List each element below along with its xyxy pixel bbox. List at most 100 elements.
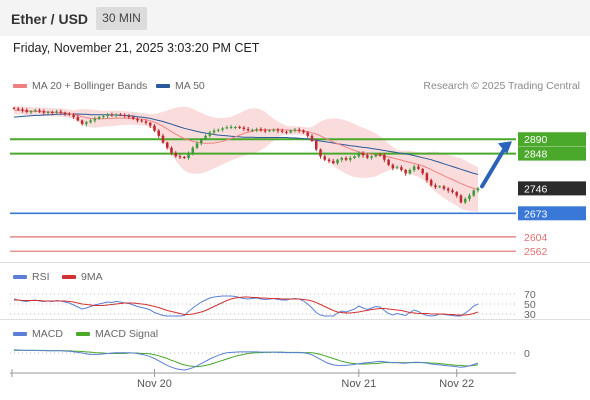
candle-body bbox=[459, 195, 463, 203]
candle-body bbox=[165, 142, 169, 148]
candle-body bbox=[374, 154, 378, 157]
candle-body bbox=[280, 130, 284, 132]
candle-body bbox=[178, 156, 182, 158]
candle-body bbox=[29, 111, 33, 113]
candle-body bbox=[16, 108, 20, 110]
candle-body bbox=[242, 127, 246, 130]
candle-body bbox=[263, 130, 267, 132]
candle-body bbox=[395, 167, 399, 169]
macd-zero-label: 0 bbox=[524, 348, 530, 360]
candle-body bbox=[140, 120, 143, 122]
candle-body bbox=[127, 116, 131, 118]
interval-badge[interactable]: 30 MIN bbox=[96, 7, 147, 30]
forecast-arrow-head bbox=[498, 141, 512, 155]
candle-body bbox=[340, 158, 344, 160]
candle-body bbox=[434, 185, 437, 188]
candle-body bbox=[217, 129, 220, 131]
price-label-2848: 2848 bbox=[524, 149, 548, 161]
time-tick-label: Nov 22 bbox=[439, 378, 474, 390]
rsi-legend-label: RSI bbox=[32, 271, 50, 283]
candle-body bbox=[476, 188, 480, 191]
rsi-level-label: 70 bbox=[524, 289, 536, 301]
bollinger-band bbox=[14, 106, 478, 212]
price-label-2890: 2890 bbox=[524, 134, 548, 146]
candle-body bbox=[425, 173, 429, 181]
candle-body bbox=[102, 116, 105, 118]
candle-body bbox=[272, 129, 275, 131]
candle-body bbox=[195, 143, 199, 148]
candle-body bbox=[80, 120, 84, 124]
candle-body bbox=[366, 155, 369, 158]
panel-separator-macd bbox=[0, 319, 590, 320]
candle-body bbox=[289, 130, 292, 133]
candle-body bbox=[391, 164, 395, 169]
candle-body bbox=[208, 132, 212, 136]
ma50-legend: MA 50 bbox=[156, 80, 205, 92]
candle-body bbox=[310, 135, 314, 141]
candle-body bbox=[131, 116, 135, 119]
candle-body bbox=[268, 130, 271, 132]
candle-body bbox=[353, 156, 356, 159]
candle-body bbox=[421, 168, 424, 174]
candle-body bbox=[21, 109, 24, 111]
candle-body bbox=[383, 154, 386, 160]
rsi-swatch bbox=[13, 275, 27, 280]
candle-body bbox=[463, 198, 467, 203]
candle-body bbox=[336, 159, 339, 164]
panel-separator-rsi bbox=[0, 262, 590, 263]
rsi-legend: RSI bbox=[13, 271, 50, 283]
candle-body bbox=[344, 158, 348, 160]
ma20-line bbox=[14, 109, 479, 190]
candle-body bbox=[97, 117, 101, 119]
candle-body bbox=[63, 112, 67, 114]
price-tag-2673 bbox=[518, 206, 586, 221]
candle-body bbox=[34, 110, 37, 112]
candle-body bbox=[229, 126, 233, 128]
candle-body bbox=[451, 190, 454, 193]
candle-body bbox=[123, 115, 126, 117]
candle-body bbox=[238, 126, 241, 128]
time-tick-label: Nov 21 bbox=[341, 378, 376, 390]
candle-body bbox=[119, 114, 122, 116]
candle-body bbox=[204, 135, 207, 140]
candle-body bbox=[404, 169, 407, 174]
candle-body bbox=[455, 192, 458, 196]
candle-body bbox=[285, 131, 288, 133]
candle-body bbox=[42, 111, 46, 113]
macd-legend: MACD bbox=[13, 328, 63, 340]
price-label-2562: 2562 bbox=[524, 246, 548, 258]
candle-body bbox=[191, 147, 195, 153]
candle-body bbox=[12, 107, 16, 109]
candle-body bbox=[370, 156, 373, 158]
candle-body bbox=[174, 152, 178, 157]
rsi-line bbox=[13, 295, 479, 317]
candle-body bbox=[297, 129, 301, 131]
candle-body bbox=[429, 180, 433, 186]
candle-body bbox=[259, 129, 263, 131]
candle-body bbox=[187, 152, 190, 159]
candle-body bbox=[76, 117, 80, 121]
candle-body bbox=[225, 127, 229, 129]
candle-body bbox=[357, 152, 361, 157]
macd-line bbox=[13, 349, 479, 371]
candle-body bbox=[136, 118, 139, 121]
candle-body bbox=[319, 149, 322, 157]
candle-body bbox=[251, 129, 254, 131]
candle-body bbox=[387, 159, 390, 165]
macd-signal-legend-label: MACD Signal bbox=[95, 328, 159, 340]
candle-body bbox=[400, 167, 403, 170]
price-label-2746: 2746 bbox=[524, 183, 548, 195]
candle-body bbox=[446, 188, 450, 191]
candle-body bbox=[306, 132, 309, 136]
candle-body bbox=[38, 110, 41, 112]
candle-body bbox=[255, 129, 258, 131]
candle-body bbox=[157, 130, 160, 136]
candle-body bbox=[412, 166, 416, 170]
candle-body bbox=[68, 113, 71, 115]
price-tag-2848 bbox=[518, 146, 586, 161]
chart-datetime: Friday, November 21, 2025 3:03:20 PM CET bbox=[13, 41, 260, 55]
rsi-ma-legend-label: 9MA bbox=[81, 271, 103, 283]
forecast-arrow bbox=[480, 144, 508, 189]
candle-body bbox=[438, 186, 441, 188]
